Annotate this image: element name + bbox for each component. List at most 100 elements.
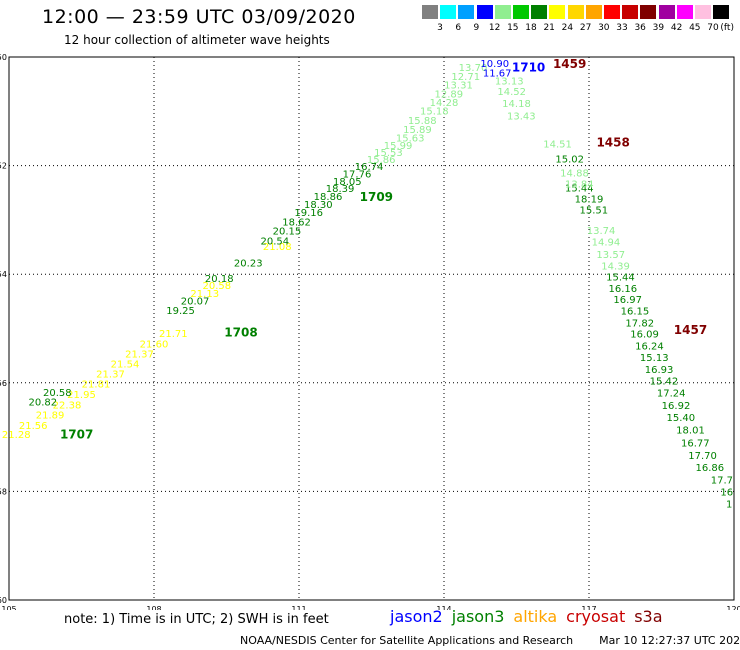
satellite-legend-entry: jason2 (390, 607, 443, 626)
color-scale-label: 36 (634, 23, 646, 33)
pass-number-label: 1459 (553, 57, 586, 71)
wave-height-value: 17.7 (711, 475, 733, 486)
wave-height-value: 15.89 (403, 125, 432, 136)
latitude-tick-label: -58 (0, 487, 7, 496)
wave-height-value: 21.28 (2, 430, 31, 441)
footer-note: note: 1) Time is in UTC; 2) SWH is in fe… (64, 612, 329, 627)
color-swatch (604, 5, 620, 19)
wave-height-value: 13.84 (565, 179, 594, 190)
wave-height-value: 16.24 (635, 342, 664, 353)
color-scale-label: 18 (525, 23, 537, 33)
map-subtitle: 12 hour collection of altimeter wave hei… (64, 33, 330, 47)
wave-height-value: 21.08 (263, 242, 292, 253)
pass-number-label: 1707 (60, 428, 93, 442)
axis-tick-labels: 105 108 111 114 117 120 -50 -52 -54 -56 -58 -60 (0, 53, 740, 610)
wave-height-value: 18.05 (333, 177, 362, 188)
color-swatch (494, 5, 511, 19)
wave-height-value: 19.25 (166, 306, 195, 317)
wave-height-value: 18.30 (304, 200, 333, 211)
color-scale-label: 42 (670, 23, 683, 33)
wave-height-value: 10.90 (480, 59, 509, 70)
wave-height-value: 17.70 (688, 451, 717, 462)
latitude-tick-label: -56 (0, 379, 7, 388)
color-swatch (622, 5, 639, 19)
color-scale-label: 6 (455, 23, 462, 33)
wave-height-value: 17.82 (625, 318, 654, 329)
wave-height-value: 15.18 (420, 107, 449, 118)
wave-height-value: 13.74 (587, 226, 616, 237)
pass-number-label: 1457 (674, 323, 707, 337)
longitude-tick-label: 117 (581, 605, 596, 610)
color-swatch (513, 5, 529, 19)
color-swatch (658, 5, 675, 19)
wave-height-value: 13.43 (507, 111, 536, 122)
wave-height-value: 15.02 (555, 154, 584, 165)
wave-height-value: 13.13 (495, 77, 524, 88)
latitude-tick-label: -54 (0, 270, 7, 279)
wave-height-value: 15.86 (367, 155, 396, 166)
satellite-legend-entry: s3a (634, 607, 663, 626)
wave-height-value: 16.86 (696, 463, 725, 474)
latitude-tick-label: -52 (0, 162, 7, 171)
wave-height-value: 21.81 (82, 380, 111, 391)
color-scale-label: 9 (473, 23, 480, 33)
wave-height-value: 20.18 (205, 274, 234, 285)
wave-height-value: 15.42 (650, 376, 679, 387)
wave-height-value: 18.86 (314, 192, 343, 203)
color-swatch (458, 5, 475, 19)
wave-height-value: 16.74 (355, 162, 384, 173)
color-scale-label: 21 (543, 23, 555, 33)
wave-height-value: 22.38 (53, 400, 82, 411)
wave-height-value: 16.15 (621, 306, 650, 317)
wave-height-value: 16.16 (609, 284, 638, 295)
wave-height-value: 17.76 (343, 170, 372, 181)
wave-height-value: 15.63 (396, 134, 425, 145)
wave-height-value: 15.53 (374, 148, 403, 159)
longitude-tick-label: 114 (436, 605, 451, 610)
wave-height-value: 21.71 (159, 329, 188, 340)
wave-height-value: 18.39 (326, 184, 355, 195)
wave-height-value: 15.99 (384, 141, 413, 152)
wave-height-value: 17.24 (657, 388, 686, 399)
wave-height-value: 12.89 (435, 90, 464, 101)
wave-height-value: 16.77 (681, 438, 710, 449)
credit-line: NOAA/NESDIS Center for Satellite Applica… (240, 634, 740, 647)
wave-height-value: 18.19 (575, 195, 604, 206)
color-swatch (476, 5, 493, 19)
wave-height-value: 14.52 (497, 87, 526, 98)
wave-height-value: 14.39 (601, 261, 630, 272)
color-swatch (567, 5, 584, 19)
map-grid (8, 56, 735, 601)
wave-height-value: 15.44 (606, 273, 635, 284)
color-swatch (531, 5, 548, 19)
longitude-tick-label: 108 (146, 605, 161, 610)
color-scale-label: 39 (652, 23, 665, 33)
color-swatch (440, 5, 457, 19)
color-scale-label: 27 (579, 23, 592, 33)
color-swatch (422, 5, 438, 19)
wave-height-value: 16.97 (613, 295, 642, 306)
color-scale-label: 3 (437, 23, 443, 33)
wave-height-value: 15.13 (640, 353, 669, 364)
generated-timestamp: Mar 10 12:27:37 UTC 2020 (599, 634, 740, 647)
wave-height-value: 21.54 (111, 360, 140, 371)
wave-height-value: 20.82 (29, 398, 58, 409)
color-scale-label: 15 (507, 23, 519, 33)
color-scale-label: 45 (689, 23, 701, 33)
wave-height-value: 16.93 (645, 365, 674, 376)
wave-height-value: 20.54 (261, 236, 290, 247)
longitude-tick-label: 105 (1, 605, 16, 610)
wave-height-value: 15.88 (408, 116, 437, 127)
wave-height-points: 21.2821.5621.8922.3821.9521.8121.3721.54… (2, 59, 733, 511)
pass-labels: 1707 1708 1709 1459 1710 1458 1457 (60, 57, 707, 442)
wave-height-value: 21.95 (67, 390, 96, 401)
color-swatch (549, 5, 566, 19)
wave-height-value: 21.56 (19, 421, 48, 432)
satellite-legend-entry: cryosat (566, 607, 626, 626)
wave-height-value: 14.51 (543, 140, 572, 151)
satellite-legend: jason2 jason3 altika cryosat s3a (390, 607, 672, 626)
color-swatch (585, 5, 602, 19)
color-scale-label: 33 (616, 23, 628, 33)
color-scale-label: 12 (488, 23, 501, 33)
wave-height-value: 18.01 (676, 425, 705, 436)
